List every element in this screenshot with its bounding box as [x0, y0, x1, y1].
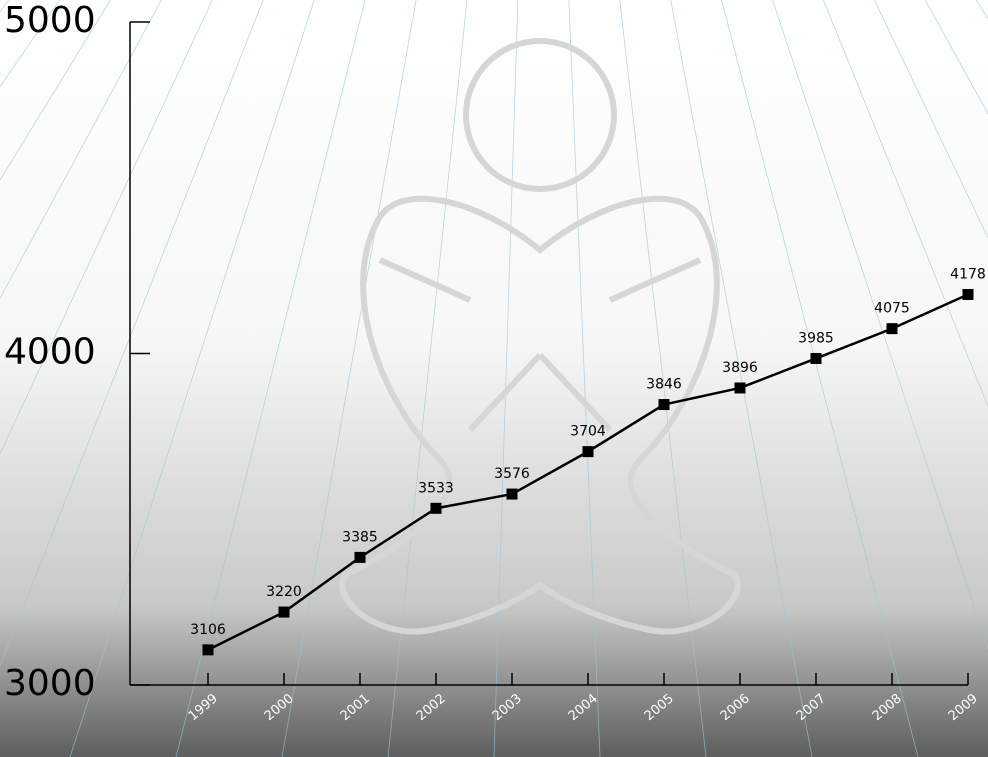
- marker: [659, 399, 670, 410]
- data-label: 3533: [418, 480, 454, 496]
- marker: [963, 289, 974, 300]
- marker: [431, 503, 442, 514]
- marker: [811, 353, 822, 364]
- y-tick-label: 3000: [4, 663, 96, 704]
- marker: [583, 446, 594, 457]
- data-label: 4178: [950, 266, 986, 282]
- data-label: 3576: [494, 466, 530, 482]
- background: [0, 0, 988, 757]
- marker: [507, 489, 518, 500]
- y-tick-label: 4000: [4, 332, 96, 373]
- data-label: 4075: [874, 301, 910, 317]
- data-label: 3220: [266, 584, 302, 600]
- chart: 3000400050001999200020012002200320042005…: [0, 0, 988, 757]
- data-label: 3896: [722, 360, 758, 376]
- marker: [355, 552, 366, 563]
- data-label: 3846: [646, 377, 682, 393]
- data-label: 3106: [190, 622, 226, 638]
- data-label: 3704: [570, 424, 606, 440]
- marker: [887, 323, 898, 334]
- marker: [735, 382, 746, 393]
- y-tick-label: 5000: [4, 0, 96, 41]
- data-label: 3985: [798, 330, 834, 346]
- data-label: 3385: [342, 529, 378, 545]
- marker: [203, 644, 214, 655]
- marker: [279, 607, 290, 618]
